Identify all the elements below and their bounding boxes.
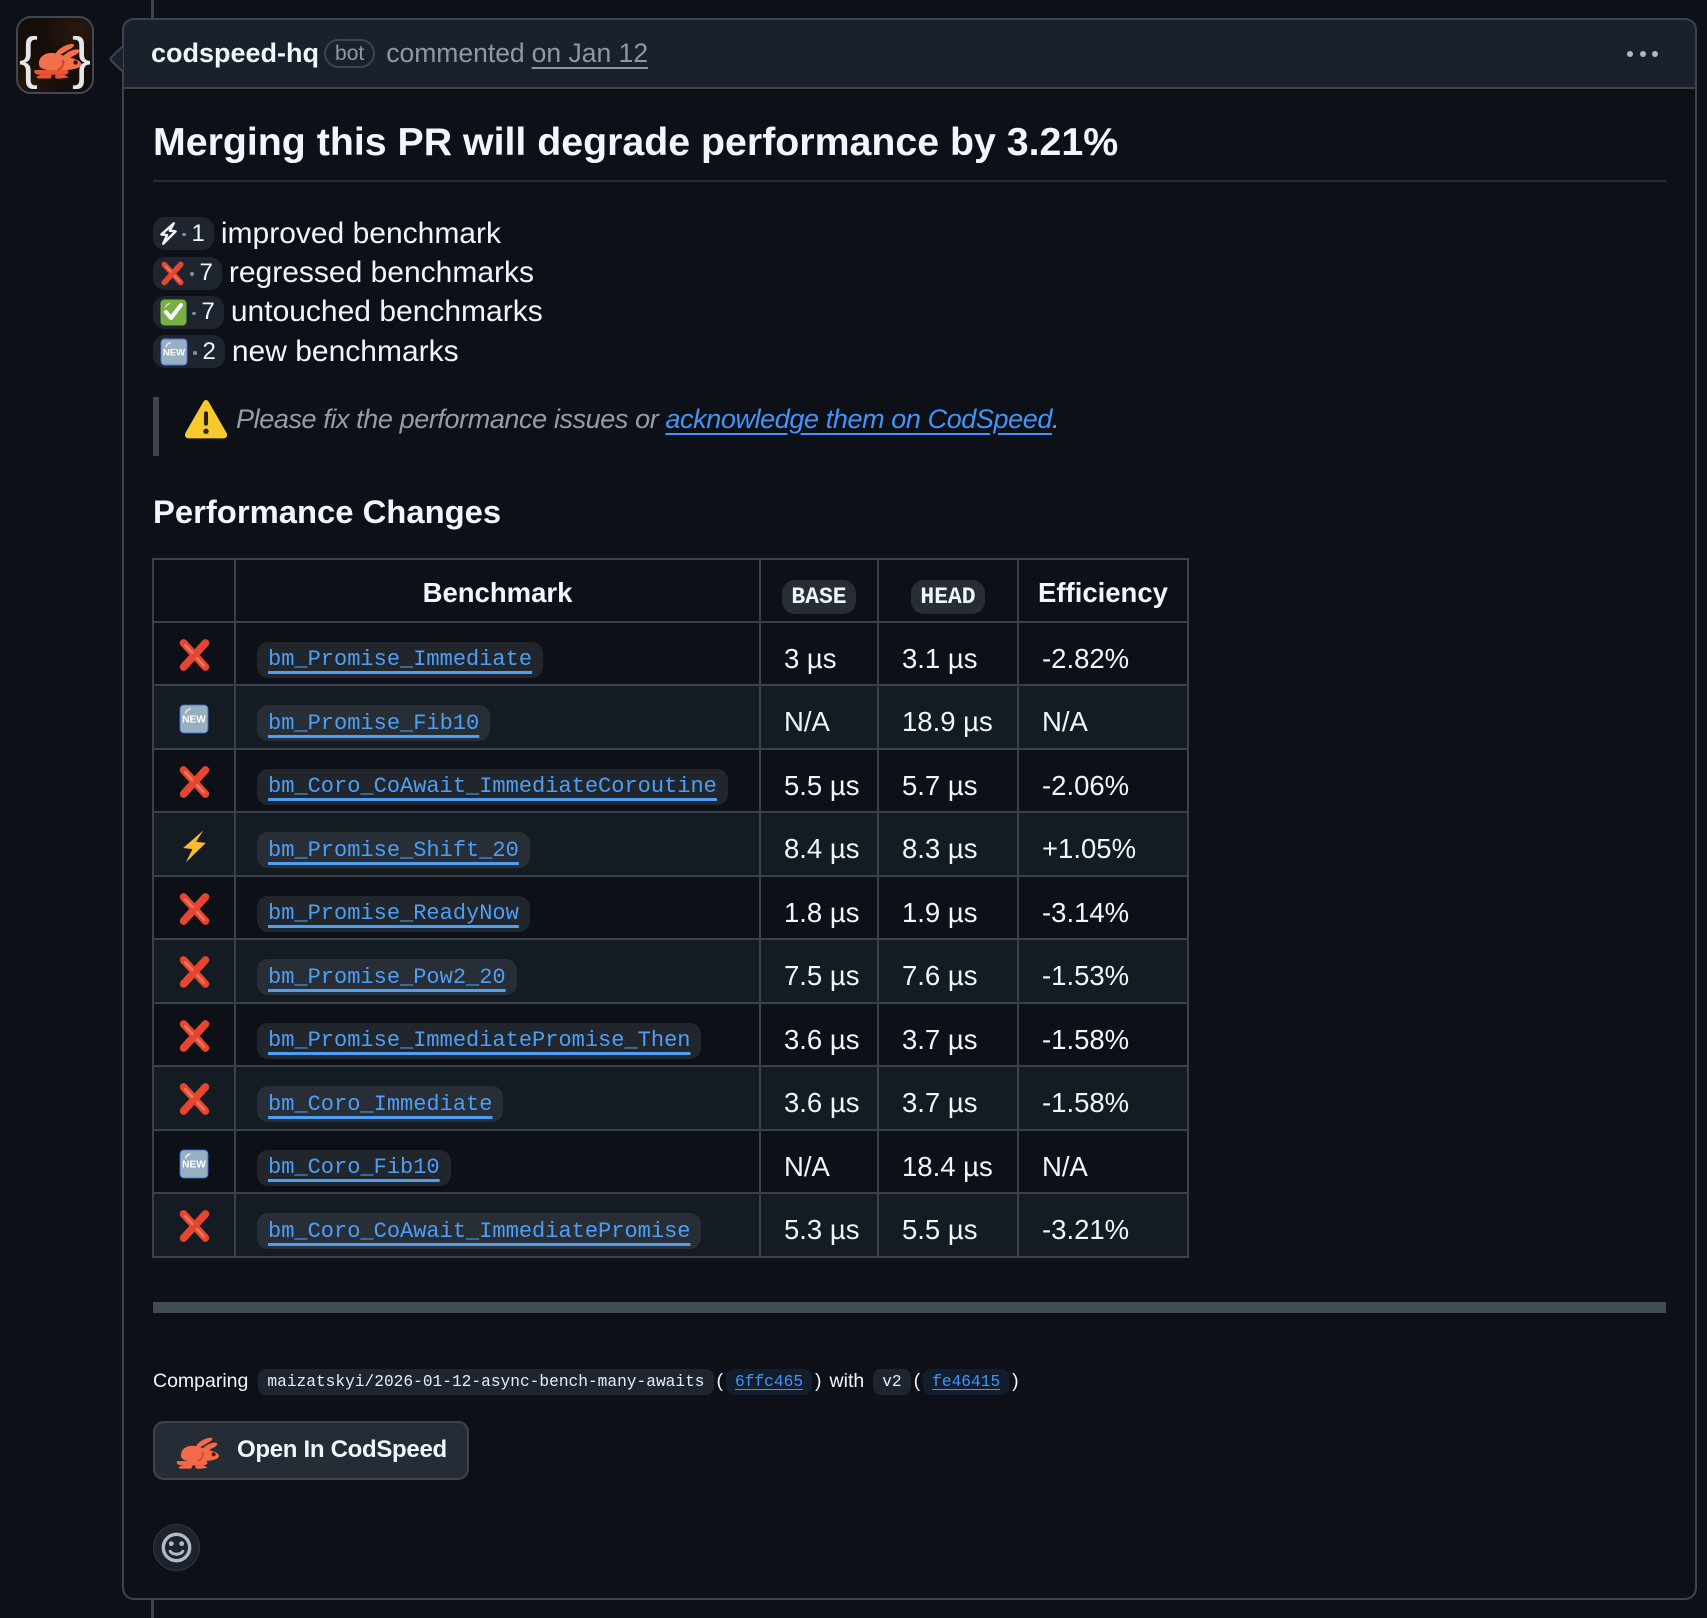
svg-text:{: { bbox=[19, 26, 38, 90]
svg-text:NEW: NEW bbox=[182, 1159, 206, 1170]
svg-text:NEW: NEW bbox=[182, 715, 206, 726]
svg-text:}: } bbox=[72, 26, 91, 90]
svg-text:NEW: NEW bbox=[163, 347, 185, 358]
